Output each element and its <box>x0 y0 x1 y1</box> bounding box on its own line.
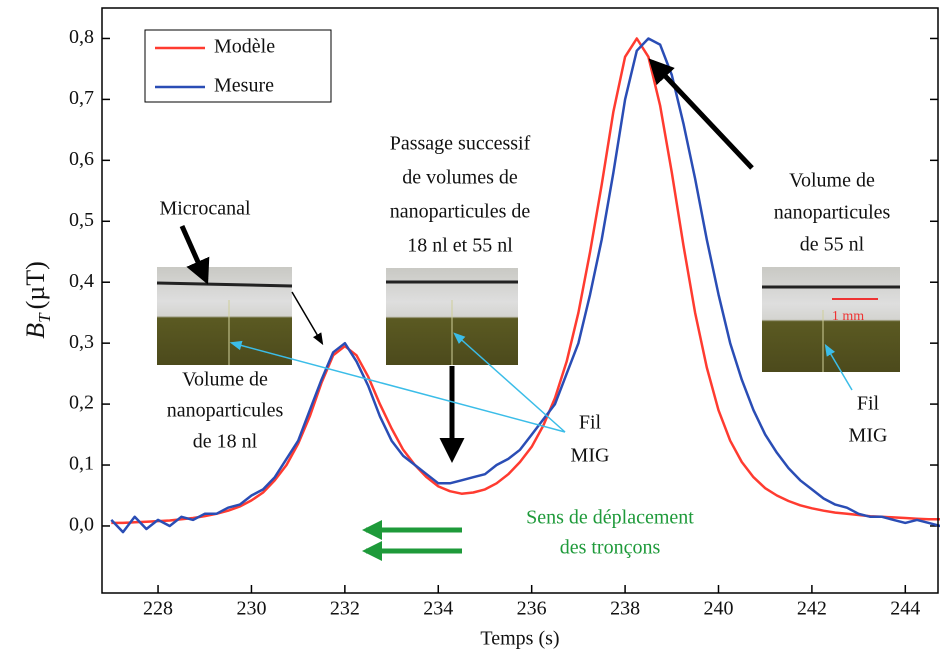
annotation: Microcanal <box>159 198 251 220</box>
plot-frame <box>101 7 939 594</box>
legend-box <box>144 29 332 103</box>
annotation: 18 nl et 55 nl <box>407 235 513 257</box>
legend-label: Mesure <box>214 75 274 97</box>
arrow <box>648 58 754 170</box>
y-tick-label: 0,3 <box>69 331 94 353</box>
annotation: de 18 nl <box>193 431 258 453</box>
legend: Modèle Mesure <box>155 36 275 97</box>
y-tick-label: 0,0 <box>69 514 94 536</box>
x-tick-label: 240 <box>703 598 733 620</box>
y-label-unit: (µT) <box>21 261 50 309</box>
arrow <box>229 340 566 433</box>
annotation: Volume de <box>182 369 268 391</box>
arrow <box>179 224 210 285</box>
annotation: 1 mm <box>832 309 864 324</box>
arrows <box>179 58 853 561</box>
annotation: de 55 nl <box>800 234 865 256</box>
x-tick-label: 238 <box>610 598 640 620</box>
annotation: nanoparticules <box>167 400 284 422</box>
axes-layer: 228 230 232 234 236 238 240 242 244 0,0 0,1 0,2 0,3 0… <box>69 26 938 620</box>
x-tick-label: 234 <box>423 598 453 620</box>
y-label-symbol: B <box>21 323 50 339</box>
series-layer <box>110 37 940 534</box>
x-tick-label: 230 <box>236 598 266 620</box>
x-tick-label: 228 <box>143 598 173 620</box>
y-axis-label: BT (µT) <box>21 261 54 339</box>
annotation: des tronçons <box>560 537 661 559</box>
annotation: Fil <box>857 393 880 415</box>
annotation: nanoparticules de <box>390 201 531 223</box>
x-tick-label: 244 <box>890 598 920 620</box>
annotation: Sens de déplacement <box>526 507 694 529</box>
x-tick-label: 242 <box>797 598 827 620</box>
annotation: Passage successif <box>390 133 531 155</box>
y-tick-label: 0,4 <box>69 270 94 292</box>
annotation: de volumes de <box>402 167 518 189</box>
x-axis-label: Temps (s) <box>480 628 559 650</box>
annotation: Volume de <box>789 170 875 192</box>
photo-detail <box>156 281 293 288</box>
series-line <box>110 37 940 534</box>
y-tick-label: 0,2 <box>69 392 94 414</box>
y-tick-label: 0,8 <box>69 26 94 48</box>
annotation: nanoparticules <box>774 202 891 224</box>
arrow <box>291 291 324 346</box>
arrow <box>453 332 566 433</box>
y-label-subscript: T <box>35 312 54 323</box>
x-tick-label: 232 <box>330 598 360 620</box>
y-tick-label: 0,7 <box>69 87 94 109</box>
x-tick-label: 236 <box>517 598 547 620</box>
y-tick-label: 0,1 <box>69 453 94 475</box>
photo <box>157 267 292 365</box>
photo-insets <box>156 267 900 372</box>
annotation: MIG <box>571 445 610 467</box>
arrow <box>824 343 853 391</box>
annotations: Microcanal Volume de nanoparticules de 18 n… <box>159 133 890 559</box>
series-line <box>111 37 940 525</box>
annotation: MIG <box>849 425 888 447</box>
y-tick-label: 0,5 <box>69 209 94 231</box>
y-tick-label: 0,6 <box>69 148 94 170</box>
annotation: Fil <box>579 412 602 434</box>
legend-label: Modèle <box>214 36 275 58</box>
